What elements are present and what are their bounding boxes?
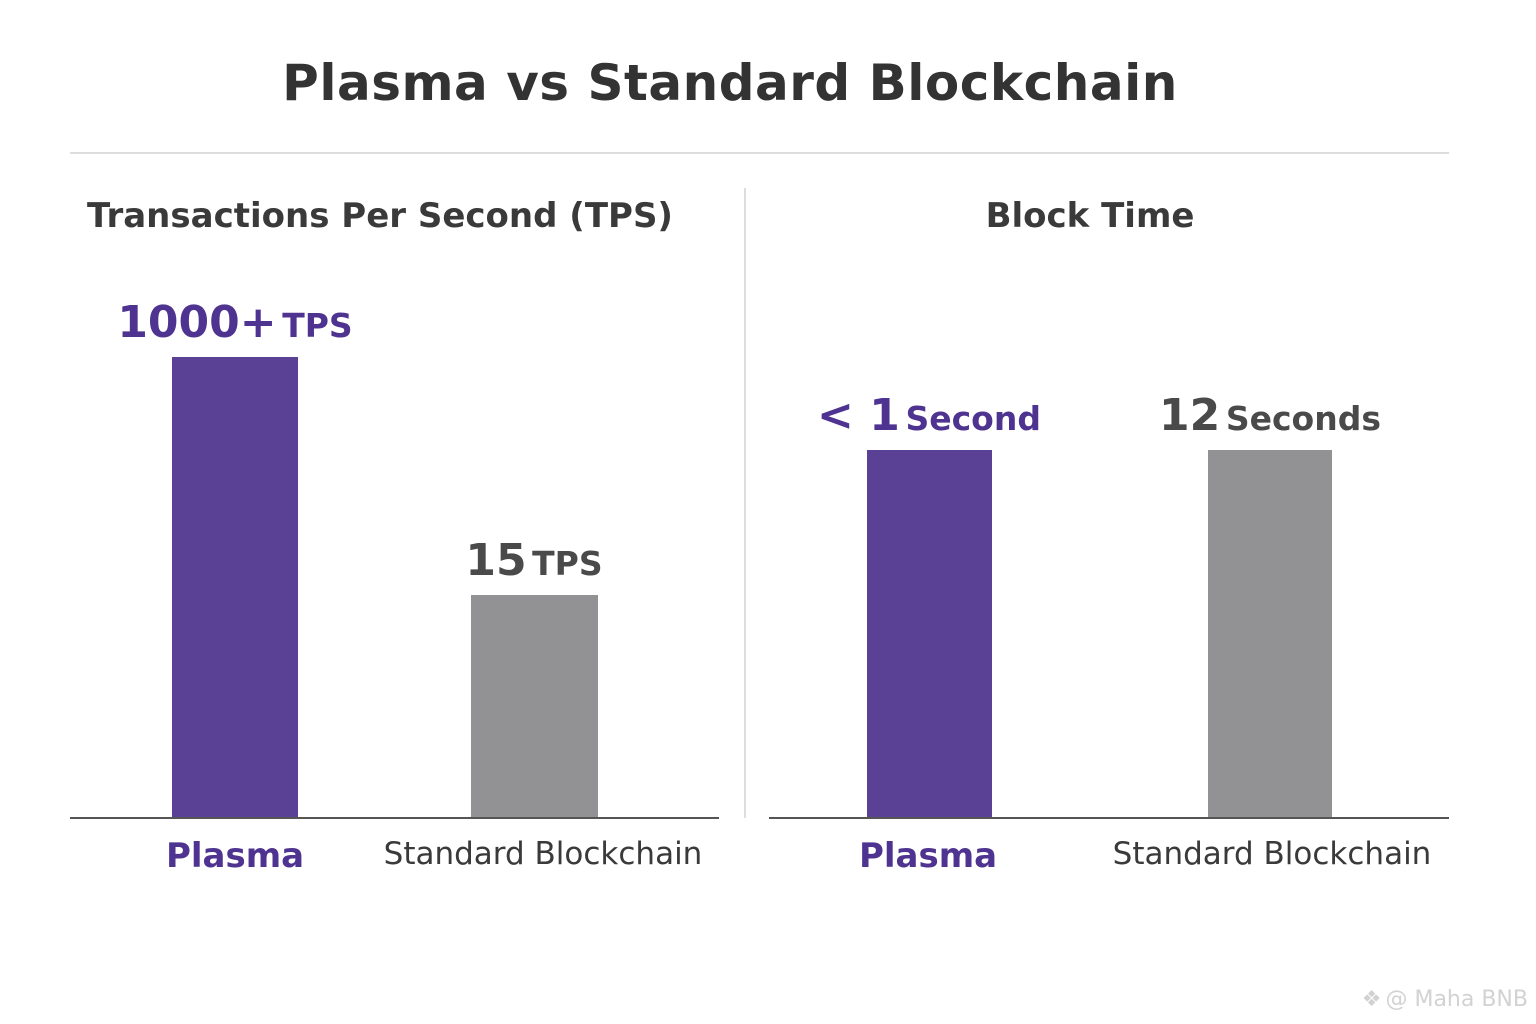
binance-diamond-icon: ❖ <box>1361 987 1382 1012</box>
tps-chart-title: Transactions Per Second (TPS) <box>87 196 673 236</box>
tps-bar-plasma <box>172 357 298 817</box>
block-time-category-plasma: Plasma <box>858 836 998 876</box>
tps-value-label-standard: 15 TPS <box>465 535 602 586</box>
tps-category-plasma: Plasma <box>165 836 305 876</box>
page-title: Plasma vs Standard Blockchain <box>282 54 1178 112</box>
tps-bar-standard <box>470 595 598 817</box>
tps-category-standard: Standard Blockchain <box>383 836 703 872</box>
tps-value-unit: TPS <box>282 306 353 345</box>
tps-value-label-plasma: 1000+ TPS <box>117 297 352 348</box>
watermark: ❖ @ Maha BNB <box>1362 987 1528 1012</box>
block-time-value-label-standard: 12 Seconds <box>1159 390 1381 441</box>
tps-baseline <box>70 817 719 819</box>
title-divider <box>70 152 1449 154</box>
block-time-value-unit: Seconds <box>1225 399 1381 438</box>
block-time-value-number: < 1 <box>817 390 900 441</box>
block-time-value-number: 12 <box>1159 390 1221 441</box>
block-time-baseline <box>769 817 1449 819</box>
tps-value-number: 1000+ <box>117 297 277 348</box>
block-time-value-unit: Second <box>905 399 1041 438</box>
tps-value-number: 15 <box>465 535 527 586</box>
panel-divider <box>744 188 746 818</box>
block-time-bar-plasma <box>866 450 992 817</box>
block-time-category-standard: Standard Blockchain <box>1112 836 1432 872</box>
block-time-bar-standard <box>1208 450 1332 817</box>
watermark-text: @ Maha BNB <box>1385 987 1528 1012</box>
tps-value-unit: TPS <box>532 544 603 583</box>
block-time-value-label-plasma: < 1 Second <box>817 390 1041 441</box>
block-time-chart-title: Block Time <box>985 196 1195 236</box>
